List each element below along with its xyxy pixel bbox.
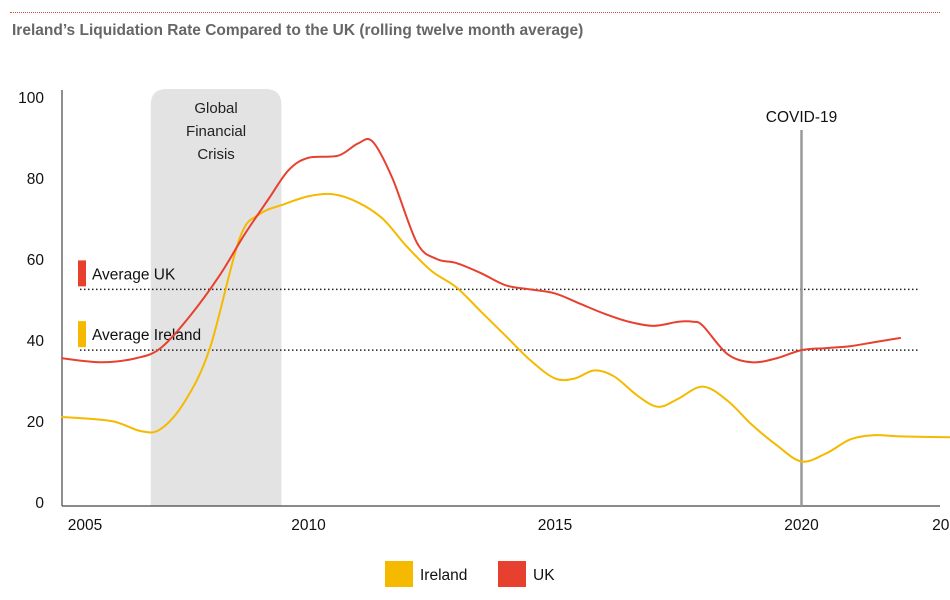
y-tick-label: 0: [35, 495, 44, 512]
legend: Ireland UK: [385, 561, 555, 587]
series-line-uk: [61, 138, 902, 364]
legend-swatch-uk: [498, 561, 526, 587]
reference-lines: Average UK Average Ireland: [78, 260, 918, 351]
chart-title: Ireland’s Liquidation Rate Compared to t…: [12, 22, 584, 39]
x-tick-label: 2023: [932, 517, 950, 534]
crisis-shaded-region: [150, 89, 282, 506]
covid-event-label: COVID-19: [766, 109, 838, 126]
legend-label-uk: UK: [533, 567, 555, 584]
average-marker: [78, 260, 86, 287]
y-tick-label: 100: [18, 90, 44, 107]
y-tick-label: 80: [27, 171, 45, 188]
average-marker: [78, 321, 86, 348]
x-tick-label: 2020: [784, 517, 819, 534]
crisis-label-line: Crisis: [197, 146, 235, 163]
legend-label-ireland: Ireland: [420, 567, 467, 584]
average-label: Average Ireland: [92, 327, 201, 344]
x-tick-label: 2010: [291, 517, 326, 534]
shaded-regions: Global Financial Crisis: [150, 89, 282, 506]
y-tick-label: 60: [27, 252, 45, 269]
top-dotted-rule: [10, 12, 940, 13]
x-tick-label: 2005: [68, 517, 102, 534]
y-tick-label: 40: [27, 333, 45, 350]
axes: 0 20 40 60 80 100 2005 2010 2015 2020 2023: [18, 90, 950, 534]
average-label: Average UK: [92, 266, 176, 283]
crisis-label-line: Global: [194, 100, 237, 117]
y-tick-label: 20: [27, 414, 45, 431]
series-line-ireland: [61, 192, 950, 463]
legend-swatch-ireland: [385, 561, 413, 587]
series-lines: [61, 138, 950, 463]
crisis-label-line: Financial: [186, 123, 246, 140]
x-tick-label: 2015: [538, 517, 572, 534]
event-lines: COVID-19: [766, 109, 838, 506]
